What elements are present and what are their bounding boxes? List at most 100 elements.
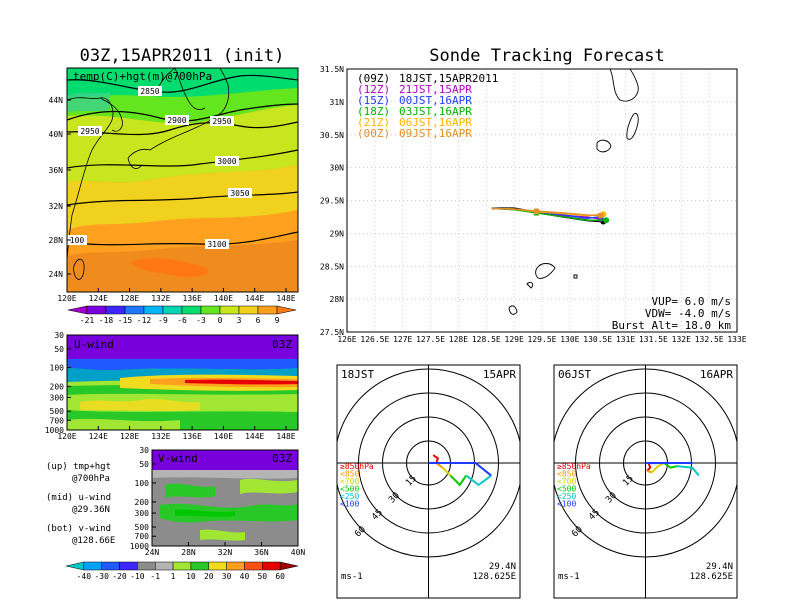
legend-valid-3: 03JST,16APR xyxy=(399,105,472,118)
v-wind-label: V-wind xyxy=(158,452,198,465)
hodograph-trace-5 xyxy=(428,462,492,477)
map-lat-tick-label: 40N xyxy=(49,130,64,139)
hodograph-legend-5: <100 xyxy=(557,500,576,509)
temp-colorbar-swatch xyxy=(257,305,278,315)
wind-colorbar-swatch xyxy=(279,561,299,571)
sonde-landing-point xyxy=(597,212,604,219)
param-burst: Burst Alt= 18.0 km xyxy=(612,319,732,332)
legend-valid-2: 00JST,16APR xyxy=(399,94,472,107)
temp-colorbar-swatch xyxy=(181,305,202,315)
wind-colorbar-swatch xyxy=(119,561,138,571)
temp-colorbar-label: -6 xyxy=(177,316,187,325)
u-wind-field xyxy=(67,335,298,430)
map-lon-tick-label: 124E xyxy=(89,294,108,303)
note-bot-line2: @128.66E xyxy=(72,536,115,546)
tracking-lon-tick-label: 130E xyxy=(560,335,579,344)
map-lat-tick-label: 44N xyxy=(49,96,64,105)
sonde-landing-point xyxy=(603,217,610,224)
wind-colorbar: -40 -30 -20 -10 -1 1 10 20 30 40 50 60 xyxy=(65,561,299,581)
hodograph-legend-2: <700 xyxy=(340,477,359,486)
map-lon-tick-label: 128E xyxy=(120,294,139,303)
wind-colorbar-label: 30 xyxy=(222,572,232,581)
u-wind-time: 03Z xyxy=(272,338,292,351)
wind-colorbar-label: -20 xyxy=(112,572,127,581)
wind-colorbar-label: -10 xyxy=(130,572,145,581)
temp-colorbar-swatch xyxy=(67,305,88,315)
tracking-lon-tick-label: 131.5E xyxy=(639,335,668,344)
map-frame xyxy=(66,67,299,293)
sonde-track-5 xyxy=(491,207,601,217)
tracking-lat-tick-label: 28N xyxy=(330,295,345,304)
wind-colorbar-swatch xyxy=(137,561,156,571)
v-wind-time: 03Z xyxy=(272,452,292,465)
hodograph-trace-2 xyxy=(441,466,452,477)
tracking-lat-tick-label: 29N xyxy=(330,229,345,238)
u-wind-lon-tick-label: 120E xyxy=(57,432,76,441)
wind-colorbar-swatch xyxy=(226,561,245,571)
u-wind-lon-tick-label: 144E xyxy=(245,432,264,441)
contour-label-2950-west: 2950 xyxy=(80,127,99,136)
temperature-field xyxy=(67,68,298,292)
map-lon-tick-label: 132E xyxy=(151,294,170,303)
note-up-line1: (up) tmp+hgt xyxy=(46,462,111,472)
hodograph-unit: ms-1 xyxy=(341,572,363,582)
hodograph-trace-3 xyxy=(663,462,678,469)
map-lat-tick-label: 24N xyxy=(49,270,64,279)
note-up-line2: @700hPa xyxy=(72,474,110,484)
tracking-lon-tick-label: 130.5E xyxy=(583,335,612,344)
hodograph-unit: ms-1 xyxy=(558,572,580,582)
param-vdw: VDW= -4.0 m/s xyxy=(645,307,731,320)
hodograph-trace-0 xyxy=(432,454,440,464)
tracking-params: VUP= 6.0 m/s VDW= -4.0 m/s Burst Alt= 18… xyxy=(612,295,732,332)
temp-colorbar-label: 3 xyxy=(237,316,242,325)
param-vup: VUP= 6.0 m/s xyxy=(652,295,731,308)
wind-colorbar-swatch xyxy=(154,561,174,571)
v-wind-p-tick-label: 300 xyxy=(135,509,150,518)
u-wind-lon-tick-label: 148E xyxy=(276,432,295,441)
hodograph-legend-1: <850 xyxy=(340,470,359,479)
v-wind-lat-tick-label: 32N xyxy=(218,548,233,557)
u-wind-p-tick-label: 100 xyxy=(50,364,65,373)
tracking-islands xyxy=(508,69,639,315)
temp-colorbar-swatch xyxy=(162,305,183,315)
u-wind-p-tick-label: 500 xyxy=(50,407,65,416)
u-wind-lon-tick-label: 128E xyxy=(120,432,139,441)
legend-run-4: (21Z) xyxy=(357,116,390,129)
legend-valid-0: 18JST,15APR2011 xyxy=(399,72,498,85)
temp-colorbar-swatch xyxy=(200,305,221,315)
u-wind-p-tick-label: 200 xyxy=(50,382,65,391)
tracking-lon-axis: 126E 126.5E 127E 127.5E 128E 128.5E 129E 129.5E… xyxy=(337,335,746,344)
u-wind-p-tick-label: 300 xyxy=(50,393,65,402)
map-lat-tick-label: 28N xyxy=(49,236,64,245)
hodograph-legend-4: <250 xyxy=(557,492,576,501)
hodograph-legend-2: <700 xyxy=(557,477,576,486)
map-lon-tick-label: 120E xyxy=(57,294,76,303)
v-wind-p-tick-label: 50 xyxy=(139,460,149,469)
tracking-lat-tick-label: 30.5N xyxy=(320,131,344,140)
temp-colorbar-label: 6 xyxy=(256,316,261,325)
map-title: 03Z,15APR2011 (init) xyxy=(80,46,285,66)
map-lat-axis: 44N 40N 36N 32N 28N 24N xyxy=(49,96,71,279)
v-wind-p-tick-label: 200 xyxy=(135,498,150,507)
contour-label-3000: 3000 xyxy=(217,157,236,166)
legend-run-0: (09Z) xyxy=(357,72,390,85)
contour-label-2850: 2850 xyxy=(140,87,159,96)
u-wind-lon-tick-label: 132E xyxy=(151,432,170,441)
map-lat-tick-label: 32N xyxy=(49,202,64,211)
u-wind-p-tick-label: 50 xyxy=(54,345,64,354)
wind-colorbar-label: 60 xyxy=(275,572,285,581)
hodograph-lon: 128.625E xyxy=(690,572,733,582)
wind-colorbar-swatch xyxy=(101,561,120,571)
hodograph-legend-5: <100 xyxy=(340,500,359,509)
wind-colorbar-swatch xyxy=(190,561,210,571)
tracking-lat-axis: 31.5N 31N 30.5N 30N 29.5N 29N 28.5N 28N 27.5N xyxy=(320,65,344,337)
tracking-lat-tick-label: 27.5N xyxy=(320,328,344,337)
tracking-lon-tick-label: 126.5E xyxy=(360,335,389,344)
tracking-lat-tick-label: 31.5N xyxy=(320,65,344,74)
contour-labels: 2850 2900 2950 2950 3000 3050 3100 100 xyxy=(67,86,252,249)
wind-colorbar-label: 10 xyxy=(186,572,196,581)
tracking-legend: (09Z) 18JST,15APR2011 (12Z) 21JST,15APR (15Z… xyxy=(357,72,498,140)
hodograph-trace-0 xyxy=(646,462,652,472)
